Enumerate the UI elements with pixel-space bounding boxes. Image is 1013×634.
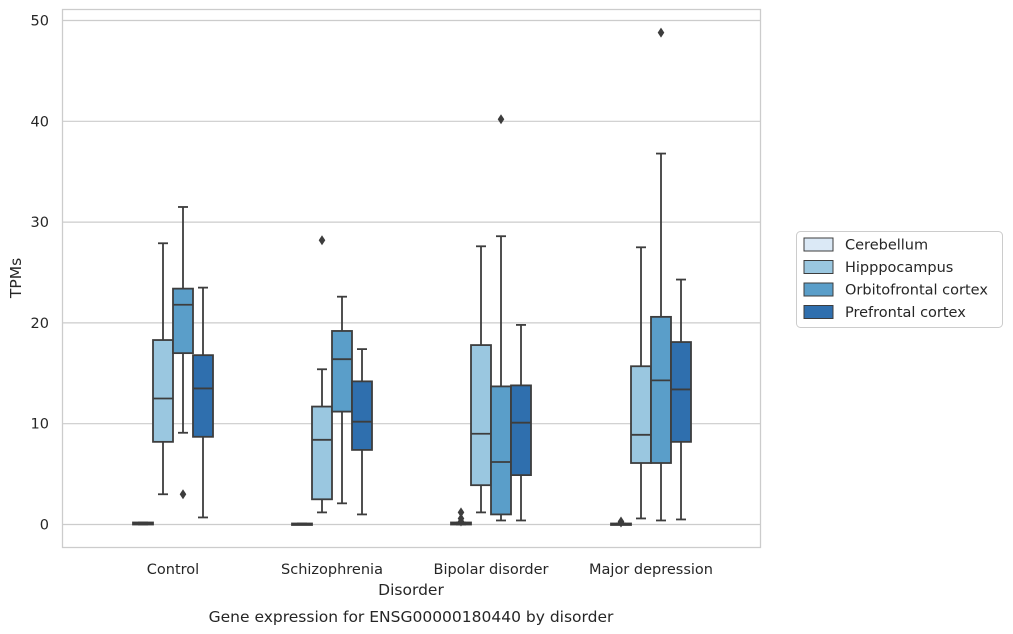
x-tick-label: Bipolar disorder: [434, 562, 549, 578]
x-tick-label: Schizophrenia: [281, 562, 383, 578]
box-1-3: [351, 348, 373, 516]
outlier-point: [179, 489, 187, 500]
box-0-0: [132, 521, 154, 526]
outlier-point: [497, 114, 505, 125]
box-0-3: [192, 286, 214, 519]
legend-swatch: [803, 305, 834, 319]
chart-caption: Gene expression for ENSG00000180440 by d…: [209, 608, 614, 626]
box-iqr: [331, 330, 353, 413]
outlier-point: [617, 516, 625, 527]
y-tick-label: 40: [31, 114, 49, 130]
x-axis-label: Disorder: [378, 581, 444, 599]
box-iqr: [311, 405, 333, 501]
y-tick-label: 50: [31, 14, 49, 30]
box-series: [132, 27, 692, 528]
outlier-point: [657, 27, 665, 38]
box-2-3: [510, 324, 532, 522]
box-3-2: [650, 27, 672, 522]
box-iqr: [172, 287, 194, 355]
legend-swatch: [803, 282, 834, 297]
box-3-0: [610, 516, 632, 528]
box-iqr: [152, 339, 174, 443]
box-0-1: [152, 242, 174, 496]
x-tick-label: Major depression: [589, 562, 713, 578]
outlier-point: [457, 507, 465, 518]
y-tick-label: 30: [31, 215, 49, 231]
box-2-2: [490, 114, 512, 522]
box-0-2: [172, 206, 194, 500]
outlier-point: [457, 513, 465, 524]
outlier-point: [318, 235, 326, 246]
legend: Cerebellum Hipppocampus Orbitofrontal cort…: [796, 231, 1003, 328]
y-tick-label: 0: [40, 518, 49, 534]
y-tick-label: 10: [31, 417, 49, 433]
box-1-1: [311, 235, 333, 514]
box-iqr: [630, 365, 652, 464]
y-tick-label: 20: [31, 316, 49, 332]
legend-label: Cerebellum: [845, 238, 928, 254]
plot-area: [61, 8, 762, 549]
legend-label: Orbitofrontal cortex: [845, 283, 988, 299]
box-iqr: [670, 341, 692, 443]
x-tick-labels: Control Schizophrenia Bipolar disorder Majo…: [147, 562, 713, 578]
legend-label: Hipppocampus: [845, 260, 953, 276]
box-1-2: [331, 295, 353, 505]
legend-label: Prefrontal cortex: [845, 305, 966, 321]
box-3-3: [670, 278, 692, 521]
legend-frame: [796, 231, 1003, 328]
box-iqr: [490, 385, 512, 516]
legend-swatch: [803, 260, 834, 274]
legend-swatch: [803, 237, 834, 252]
box-iqr: [470, 344, 492, 487]
box-1-0: [291, 522, 313, 526]
box-iqr: [192, 354, 214, 438]
x-tick-label: Control: [147, 562, 199, 578]
box-iqr: [650, 315, 672, 464]
box-iqr: [351, 380, 373, 451]
box-2-0: [450, 507, 472, 527]
y-axis-label: TPMs: [7, 258, 25, 299]
box-iqr: [510, 384, 532, 477]
box-3-1: [630, 246, 652, 520]
y-tick-labels: 0 10 20 30 40 50: [31, 14, 49, 534]
